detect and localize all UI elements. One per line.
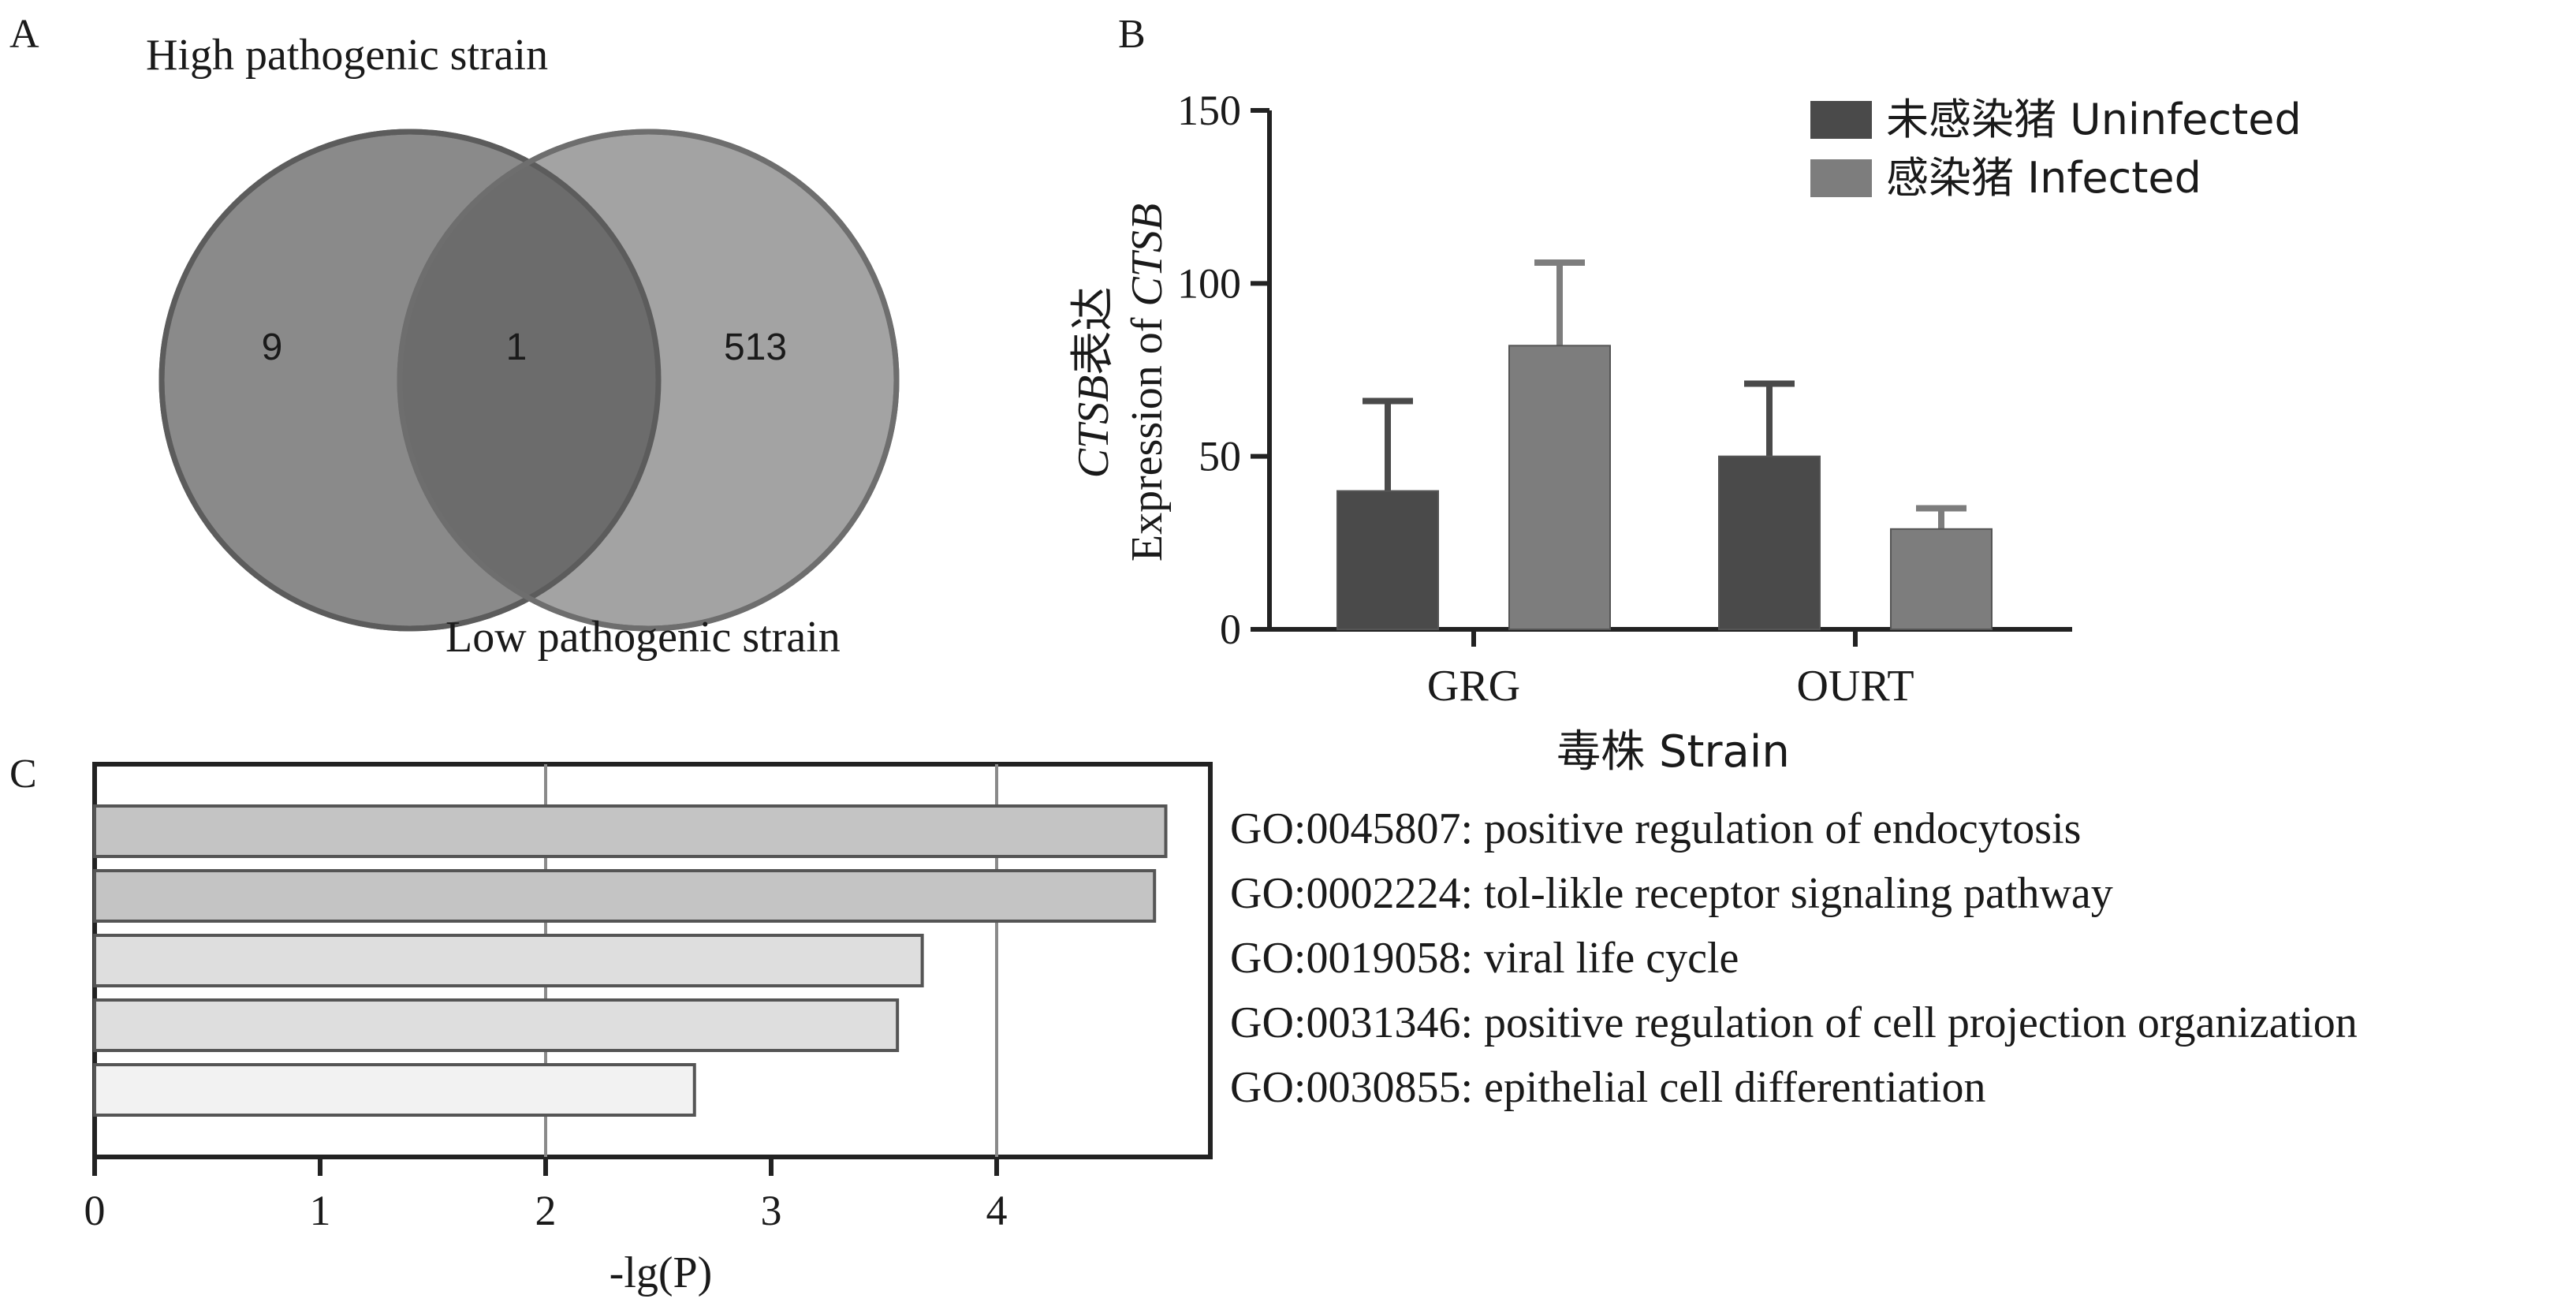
go-bar: [93, 1063, 696, 1117]
venn-overlap: [400, 132, 658, 629]
x-axis-title-c: -lg(P): [610, 1248, 713, 1297]
venn-count-right: 513: [724, 326, 787, 368]
bar-uninfected-grg: [1336, 490, 1439, 630]
svg-text:Expression of CTSB: Expression of CTSB: [1123, 203, 1172, 562]
y-tick-label: 100: [1177, 259, 1241, 307]
bar-infected-ourt: [1890, 528, 1993, 631]
venn-count-left: 9: [262, 326, 283, 368]
x-tick-label: OURT: [1796, 662, 1914, 711]
y-tick-label: 50: [1199, 433, 1241, 480]
y-axis-title: CTSB表达 Expression of CTSB: [1068, 203, 1172, 562]
x-axis-title-b: 毒株 Strain: [1556, 726, 1790, 778]
x-tick-label: 1: [310, 1187, 331, 1234]
bar-infected-grg: [1508, 345, 1611, 630]
go-term-label: GO:0002224: tol-likle receptor signaling…: [1230, 869, 2113, 918]
panel-a: A High pathogenic strain 9 1 513 Low pat…: [9, 12, 900, 662]
bar-chart-c: GO:0045807: positive regulation of endoc…: [84, 762, 2358, 1234]
go-bar: [93, 934, 924, 987]
panel-c-label: C: [9, 752, 37, 797]
panel-b-label: B: [1118, 12, 1146, 57]
go-bar: [93, 804, 1168, 858]
svg-text:CTSB表达: CTSB表达: [1068, 287, 1119, 479]
y-axis-title-en-gene: CTSB: [1123, 203, 1172, 307]
legend-swatch-infected: [1810, 159, 1872, 197]
y-axis-title-zh: 表达: [1068, 287, 1119, 375]
x-tick-label: 3: [761, 1187, 782, 1234]
bar-uninfected-ourt: [1718, 455, 1821, 631]
panel-a-label: A: [9, 12, 39, 57]
go-term-label: GO:0045807: positive regulation of endoc…: [1230, 804, 2081, 853]
legend-swatch-uninfected: [1810, 101, 1872, 139]
go-term-label: GO:0019058: viral life cycle: [1230, 934, 1739, 983]
x-tick-label: 2: [535, 1187, 557, 1234]
go-bar: [93, 869, 1157, 923]
go-bar: [93, 998, 900, 1052]
y-tick-label: 150: [1177, 87, 1241, 134]
x-tick-label: 0: [84, 1187, 106, 1234]
y-axis-title-en: Expression of: [1123, 307, 1172, 562]
legend: 未感染猪 Uninfected 感染猪 Infected: [1810, 95, 2302, 203]
go-term-label: GO:0031346: positive regulation of cell …: [1230, 998, 2358, 1047]
venn-set-label-low: Low pathogenic strain: [445, 613, 841, 662]
legend-label-uninfected: 未感染猪 Uninfected: [1886, 95, 2302, 144]
venn-count-overlap: 1: [506, 326, 528, 368]
y-axis-title-gene: CTSB: [1069, 375, 1118, 479]
x-tick-label: 4: [986, 1187, 1008, 1234]
x-tick-label: GRG: [1427, 662, 1520, 711]
bar-chart-b: 0 50 100 150 GRG OURT: [1177, 87, 2072, 711]
go-term-label: GO:0030855: epithelial cell differentiat…: [1230, 1063, 1985, 1112]
panel-c: C GO:0045807: positive regulation of end…: [9, 752, 2358, 1297]
panel-b: B CTSB表达 Expression of CTSB 0 50 100 150 GRG…: [1068, 12, 2302, 778]
y-tick-label: 0: [1220, 606, 1241, 653]
venn-set-label-high: High pathogenic strain: [146, 31, 548, 80]
legend-label-infected: 感染猪 Infected: [1886, 153, 2201, 203]
